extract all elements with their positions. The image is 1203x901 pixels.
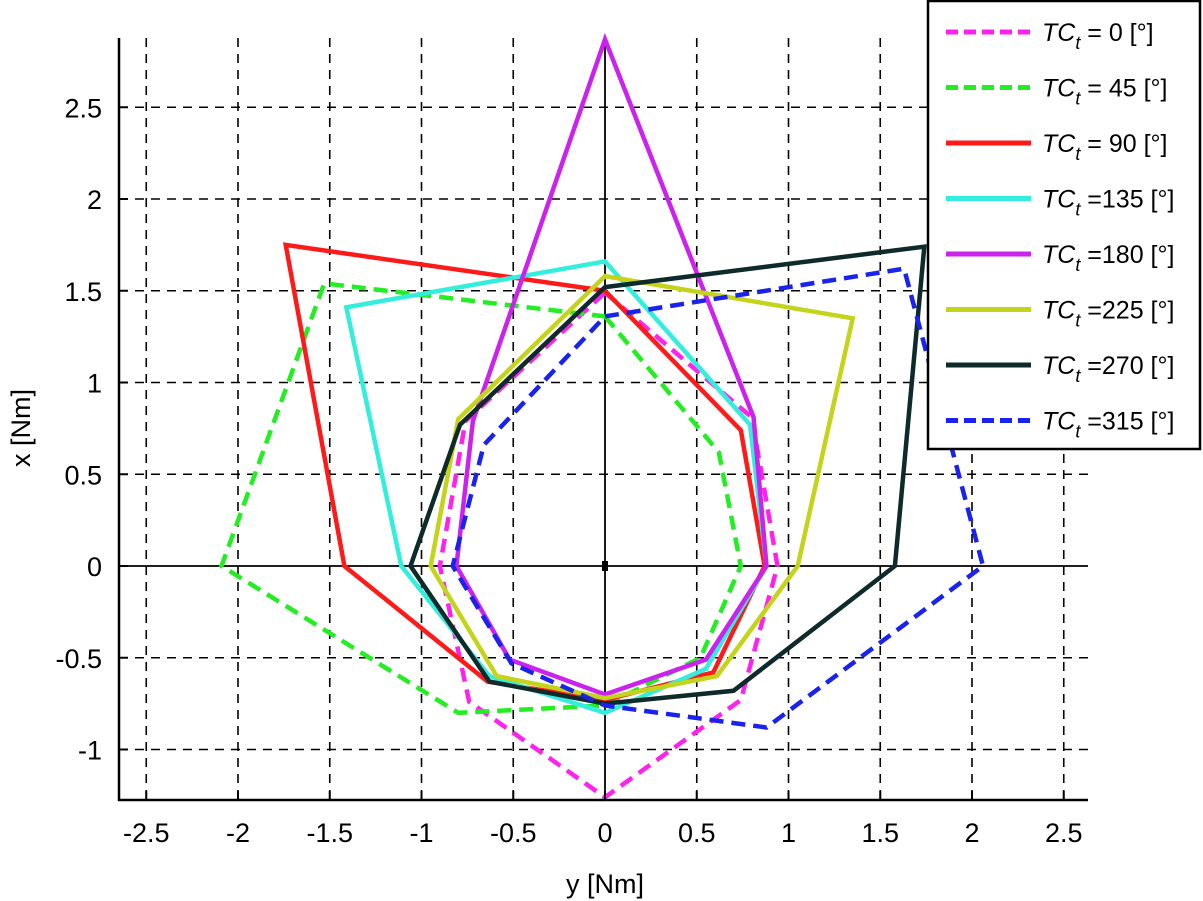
x-axis-label: y [Nm]	[566, 869, 644, 899]
legend-label-0: TCt = 0 [°]	[1042, 19, 1154, 53]
y-tick-label: -0.5	[55, 644, 102, 674]
x-tick-label: -0.5	[490, 818, 537, 848]
zero-axes	[119, 38, 1088, 800]
x-tick-label: 0.5	[678, 818, 716, 848]
series-polygon-5	[428, 273, 856, 701]
y-tick-label: 1.5	[64, 277, 102, 307]
y-tick-label: 2.5	[64, 93, 102, 123]
data-series	[218, 32, 986, 800]
y-tick-label: 2	[87, 185, 102, 215]
y-tick-label: 0	[87, 552, 102, 582]
y-tick-label: 1	[87, 369, 102, 399]
legend: TCt = 0 [°] TCt = 45 [°] TCt = 90 [°] TCt =…	[926, 0, 1202, 451]
x-tick-label: 1.5	[861, 818, 899, 848]
series-polygon-2	[282, 242, 767, 703]
x-tick-label: -1.5	[306, 818, 353, 848]
legend-label-6: TCt =270 [°]	[1042, 352, 1174, 386]
legend-label-2: TCt = 90 [°]	[1042, 130, 1167, 164]
x-tick-label: 2.5	[1045, 818, 1083, 848]
legend-label-5: TCt =225 [°]	[1042, 297, 1174, 331]
x-tick-labels: -2.5 -2 -1.5 -1 -0.5 0 0.5 1 1.5 2 2.5	[123, 818, 1083, 848]
legend-box	[926, 0, 1202, 451]
series-polygon-1	[218, 280, 744, 716]
x-tick-label: 2	[964, 818, 979, 848]
series-polygon-4	[454, 32, 769, 697]
axes-frame	[117, 38, 1088, 802]
legend-label-4: TCt =180 [°]	[1042, 241, 1174, 275]
legend-label-1: TCt = 45 [°]	[1042, 75, 1167, 109]
legend-label-7: TCt =315 [°]	[1042, 408, 1174, 442]
x-tick-label: -2	[226, 818, 250, 848]
y-tick-label: -1	[78, 736, 102, 766]
x-tick-label: -2.5	[123, 818, 170, 848]
y-tick-labels: -1 -0.5 0 0.5 1 1.5 2 2.5	[55, 93, 102, 765]
y-axis-label: x [Nm]	[6, 389, 36, 467]
x-tick-label: 1	[781, 818, 796, 848]
x-tick-label: -1	[409, 818, 433, 848]
series-polygon-3	[343, 258, 769, 716]
origin-marker	[602, 561, 608, 571]
y-tick-label: 0.5	[64, 460, 102, 490]
x-tick-label: 0	[597, 818, 612, 848]
legend-label-3: TCt =135 [°]	[1042, 186, 1174, 220]
